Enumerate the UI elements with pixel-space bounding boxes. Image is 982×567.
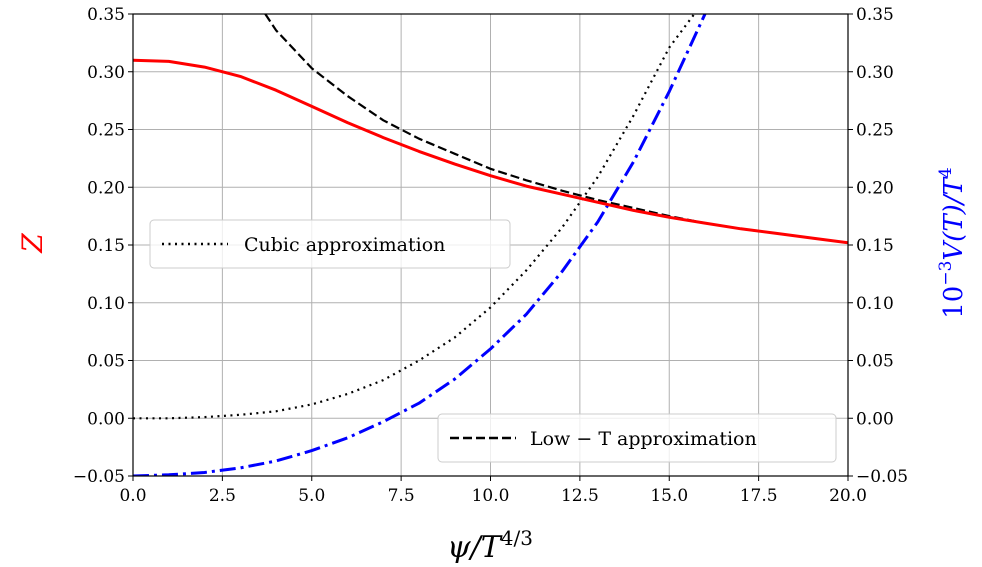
ticks-group: 0.0 2.5 5.0 7.5 10.0 12.5 15.0 17.5 20.0−0.05 −0.… [73,5,908,506]
y-axis-label-right-base: 10 [939,286,969,319]
x-tick-label: 17.5 [740,486,778,506]
y-tick-label-right: 0.10 [856,294,894,314]
x-tick-label: 5.0 [298,486,325,506]
x-tick-label: 10.0 [472,486,510,506]
y-tick-label-right: 0.25 [856,121,894,141]
y-axis-label-right-exp2: 4 [936,167,956,178]
y-tick-label-right: 0.05 [856,352,894,372]
y-tick-label-left: 0.25 [87,121,125,141]
legend-lowT-label: Low − T approximation [530,428,757,450]
x-axis-label: ψ/T4/3 [447,526,533,565]
series-line-lowT [264,14,848,244]
y-tick-label-left: 0.20 [87,178,125,198]
y-axis-label-right-mid: V(T)/T [939,176,969,260]
x-tick-label: 0.0 [119,486,146,506]
legend-lowT: Low − T approximation [437,413,837,463]
y-tick-label-left: 0.35 [87,5,125,25]
x-tick-label: 12.5 [561,486,599,506]
y-tick-label-left: 0.05 [87,352,125,372]
y-axis-label-right-exp1: −3 [936,261,956,286]
y-tick-label-left: 0.00 [87,409,125,429]
x-tick-label: 15.0 [650,486,688,506]
y-tick-label-left: 0.30 [87,63,125,83]
x-axis-label-main: ψ/T [447,530,503,565]
y-tick-label-right: 0.00 [856,409,894,429]
legend-cubic: Cubic approximation [149,219,511,269]
y-tick-label-right: −0.05 [856,467,908,487]
x-tick-label: 20.0 [829,486,867,506]
y-axis-label-left: Z [16,233,49,254]
y-tick-label-right: 0.15 [856,236,894,256]
y-tick-label-right: 0.35 [856,5,894,25]
y-tick-label-left: 0.15 [87,236,125,256]
series-line-cubic [133,14,696,420]
x-axis-label-exponent: 4/3 [501,526,533,550]
y-tick-label-left: −0.05 [73,467,125,487]
legend-cubic-box [149,219,511,269]
y-tick-label-left: 0.10 [87,294,125,314]
legend-lowT-box [437,413,837,463]
x-tick-label: 2.5 [209,486,236,506]
x-tick-label: 7.5 [388,486,415,506]
y-tick-label-right: 0.20 [856,178,894,198]
series-group [133,14,848,476]
series-line-potential [133,14,707,476]
legend-cubic-label: Cubic approximation [244,234,445,256]
y-axis-label-right: 10−3V(T)/T4 [936,167,969,319]
series-line-Z [133,58,848,245]
y-tick-label-right: 0.30 [856,63,894,83]
